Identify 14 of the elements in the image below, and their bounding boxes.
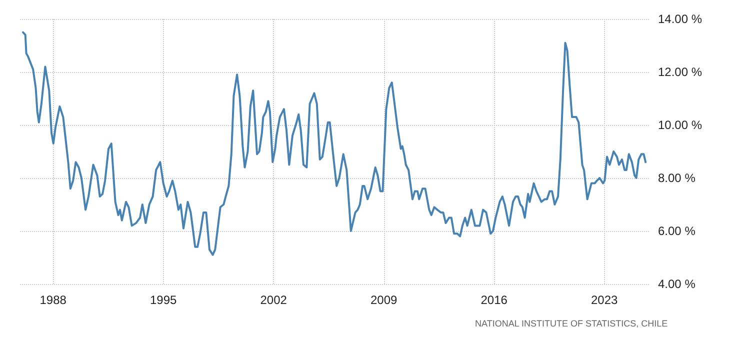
x-tick-label: 2016 — [480, 293, 508, 307]
y-tick-label: 10.00 % — [658, 118, 702, 132]
y-tick-label: 6.00 % — [658, 224, 696, 238]
y-tick-label: 4.00 % — [658, 277, 696, 291]
x-tick-label: 2009 — [370, 293, 398, 307]
x-tick-label: 1988 — [40, 293, 67, 307]
y-tick-label: 14.00 % — [658, 12, 702, 26]
text: NATIONAL INSTITUTE OF STATISTICS, CHILE — [474, 318, 668, 328]
line-series — [22, 31, 647, 256]
x-tick-label: 2023 — [590, 293, 618, 307]
x-tick-label: 2002 — [260, 293, 288, 307]
x-tick-label: 1995 — [150, 293, 177, 307]
y-tick-label: 12.00 % — [658, 65, 702, 79]
y-tick-label: 8.00 % — [658, 171, 696, 185]
